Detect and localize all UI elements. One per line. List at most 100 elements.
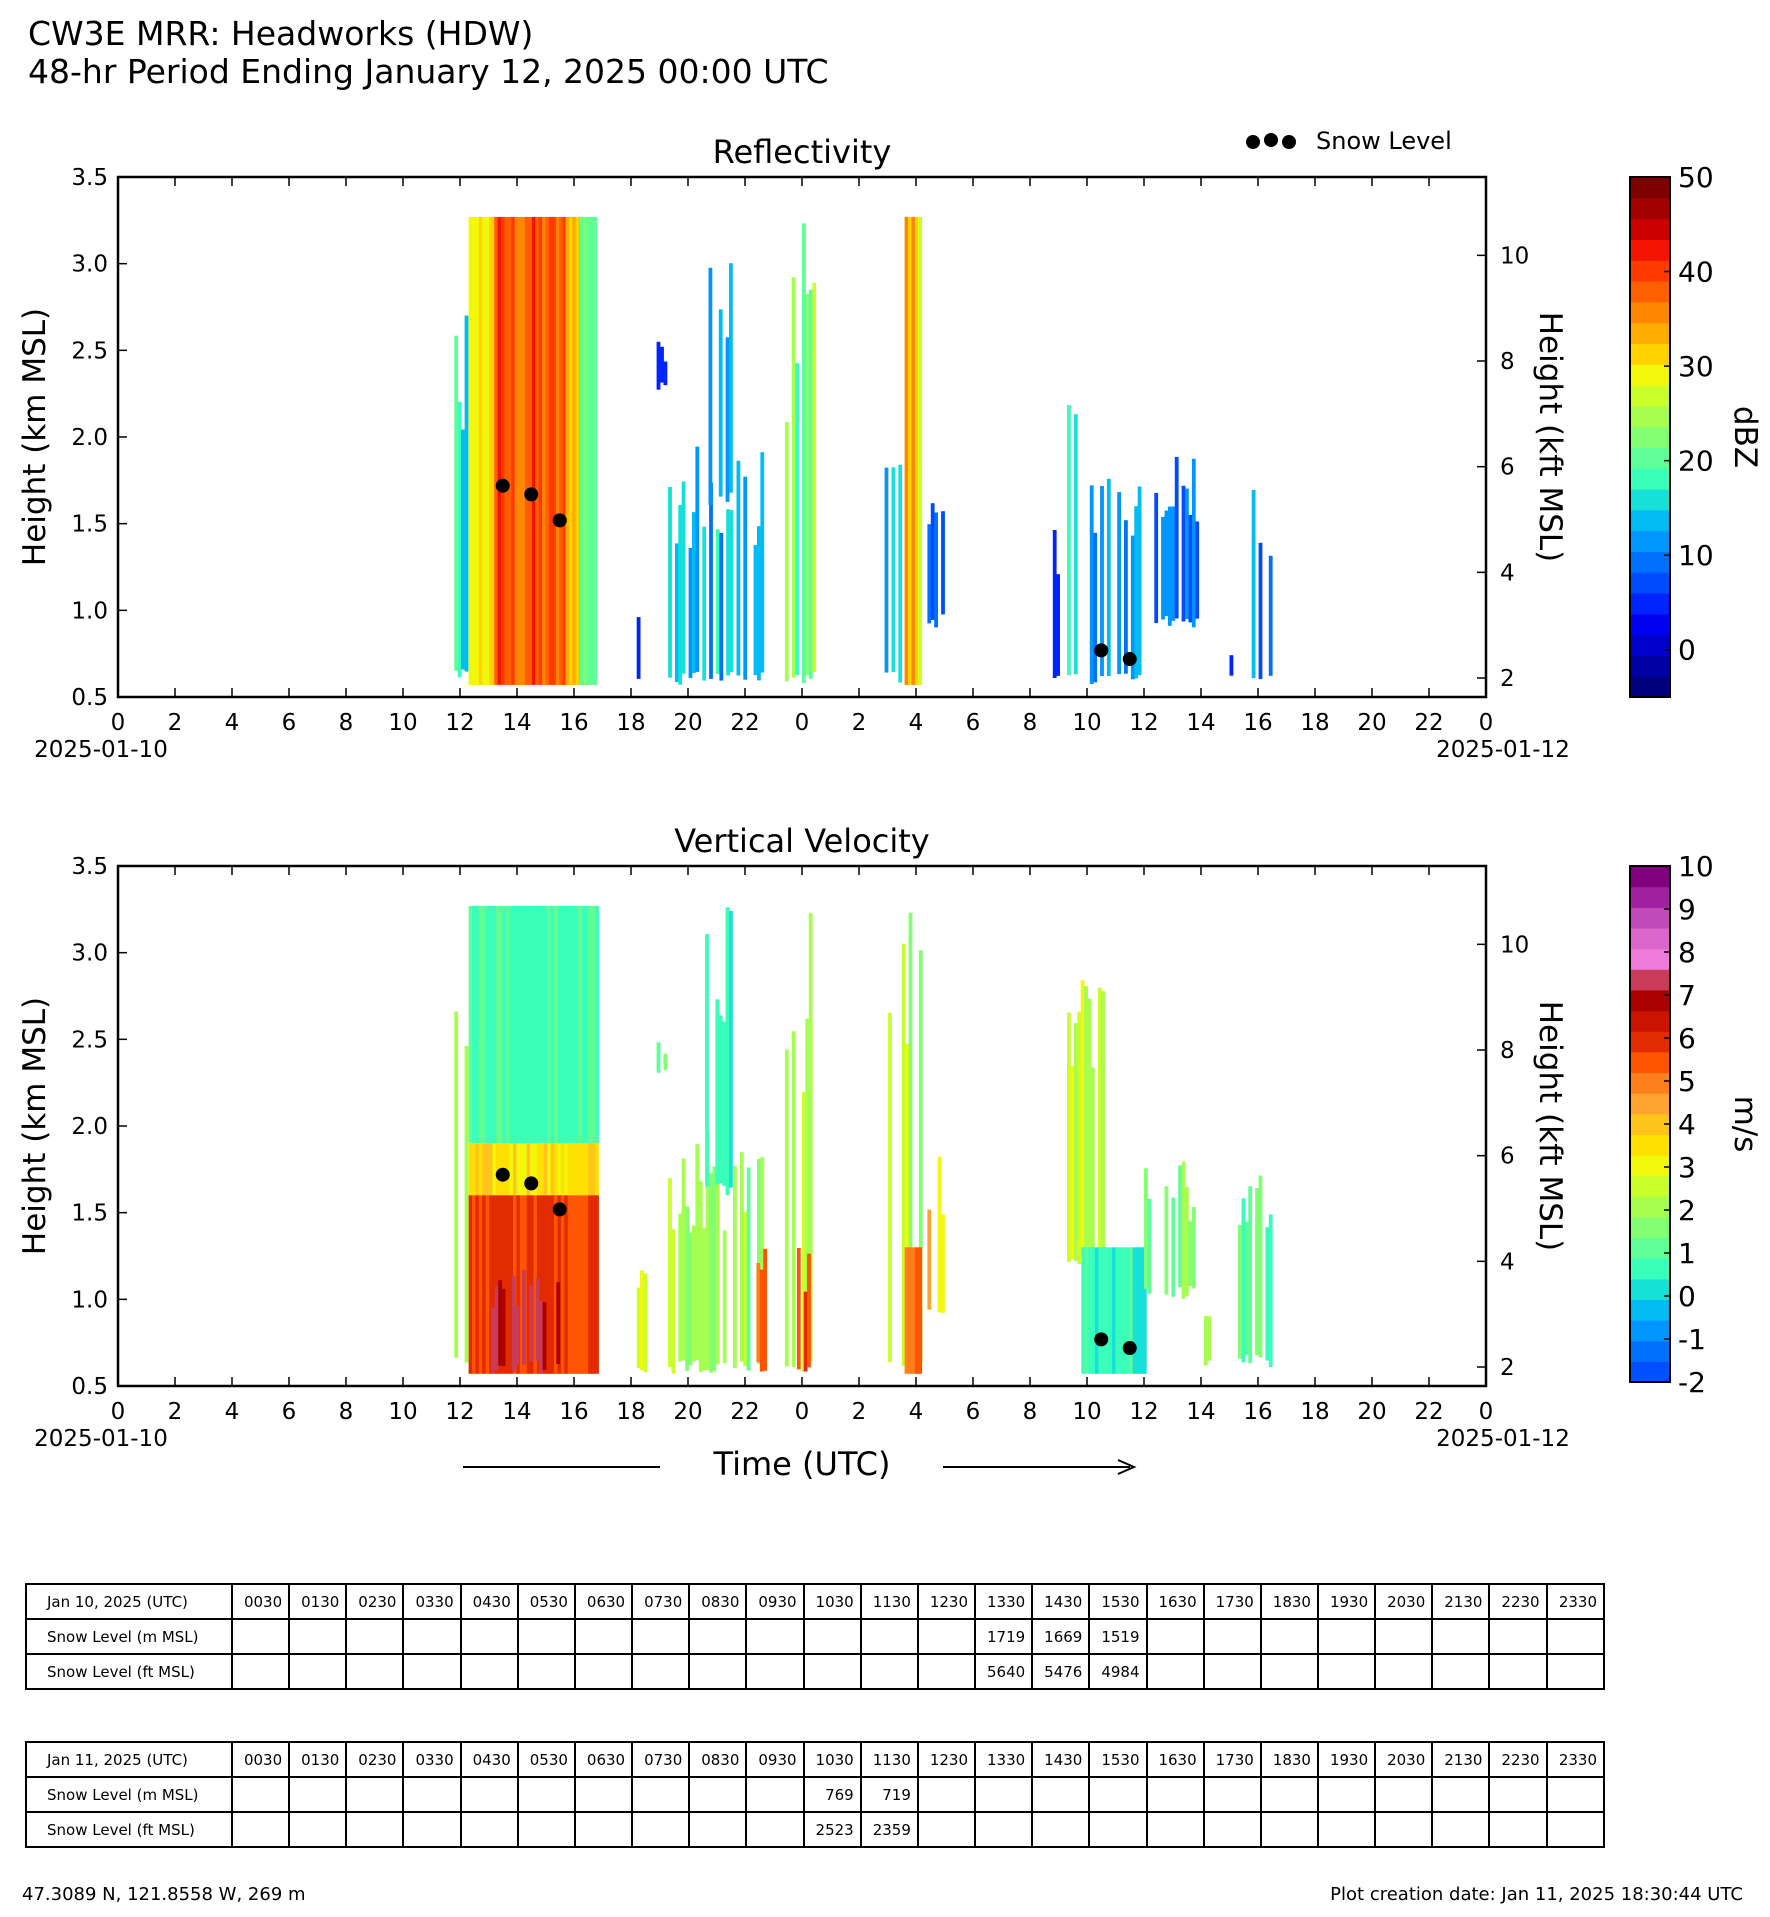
data-strip xyxy=(542,216,546,685)
data-strip xyxy=(1203,1316,1208,1366)
data-strip xyxy=(715,1132,720,1365)
heatmap-1 xyxy=(454,905,1273,1374)
data-strip xyxy=(1164,510,1169,617)
data-strip xyxy=(494,1286,499,1370)
data-strip xyxy=(1100,485,1104,676)
table-cell xyxy=(516,1811,576,1848)
data-strip xyxy=(901,943,906,1366)
data-strip xyxy=(640,1270,644,1371)
colorbar-segment xyxy=(1630,1340,1670,1362)
table-cell xyxy=(1545,1776,1606,1813)
data-strip xyxy=(705,1133,710,1371)
data-strip xyxy=(805,1018,810,1366)
data-strip xyxy=(722,1021,726,1186)
table-cell xyxy=(345,1653,405,1690)
colorbar-segment xyxy=(1630,969,1670,991)
x-tick-label-0-0: 0 xyxy=(111,710,126,736)
table-cell: 0530 xyxy=(516,1741,576,1778)
data-strip xyxy=(571,1143,575,1196)
data-strip xyxy=(1129,1247,1133,1374)
table-cell: 1719 xyxy=(974,1618,1034,1655)
data-strip xyxy=(536,1143,541,1196)
x-tick-label-0-13: 2 xyxy=(852,710,867,736)
data-strip xyxy=(698,1181,703,1372)
x-tick-label-1-13: 2 xyxy=(852,1399,867,1425)
data-strip xyxy=(1108,1247,1113,1374)
table-cell xyxy=(1259,1776,1319,1813)
table-cell xyxy=(516,1618,576,1655)
data-strip xyxy=(1142,1247,1147,1374)
colorbar-segment xyxy=(1630,1134,1670,1156)
y2-tick-label-1-0: 2 xyxy=(1500,1355,1515,1381)
data-strip xyxy=(515,1305,520,1365)
data-strip xyxy=(535,216,539,685)
data-strip xyxy=(1080,980,1085,1257)
colorbar-segment xyxy=(1630,343,1670,365)
data-strip xyxy=(514,216,519,685)
colorbar-tick-label-0-5: 50 xyxy=(1678,161,1714,194)
colorbar-tick-label-0-2: 20 xyxy=(1678,445,1714,478)
colorbar-tick-label-1-0: -2 xyxy=(1678,1366,1706,1399)
table-cell xyxy=(1431,1653,1491,1690)
table-cell: 0730 xyxy=(631,1741,691,1778)
colorbar-frame-0 xyxy=(1629,176,1671,698)
data-strip xyxy=(461,429,465,670)
data-strip xyxy=(567,1195,572,1374)
data-strip xyxy=(808,913,813,1362)
data-strip xyxy=(712,1166,717,1371)
colorbar-tick-label-1-7: 5 xyxy=(1678,1065,1696,1098)
data-strip xyxy=(1191,458,1196,628)
colorbar-segment xyxy=(1630,1278,1670,1301)
snow-level-point-1-4 xyxy=(1122,1341,1137,1356)
data-strip xyxy=(567,1143,572,1196)
data-strip xyxy=(495,1143,500,1196)
data-strip xyxy=(1122,1247,1127,1374)
colorbar-segment xyxy=(1630,551,1670,573)
x-tick-label-0-16: 8 xyxy=(1023,710,1038,736)
data-strip xyxy=(805,293,810,676)
data-strip xyxy=(454,335,459,671)
table-cell: 1669 xyxy=(1031,1618,1091,1655)
data-strip xyxy=(1144,1168,1148,1289)
data-strip xyxy=(668,1178,672,1368)
table-cell xyxy=(631,1653,691,1690)
data-strip xyxy=(485,1195,490,1374)
x-tick-label-1-12: 0 xyxy=(795,1399,810,1425)
snow-level-point-1-3 xyxy=(1094,1332,1109,1347)
data-strip xyxy=(807,1253,811,1368)
data-strip xyxy=(941,511,945,615)
table-cell: 0130 xyxy=(288,1741,348,1778)
colorbar-segment xyxy=(1630,1175,1670,1197)
x-tick-label-0-3: 6 xyxy=(282,710,297,736)
table-cell xyxy=(345,1776,405,1813)
data-strip xyxy=(1087,998,1092,1256)
x-tick-label-0-22: 20 xyxy=(1357,710,1386,736)
colorbar-segment xyxy=(1630,1258,1670,1280)
table-cell: 4984 xyxy=(1088,1653,1148,1690)
row-label: Jan 11, 2025 (UTC) xyxy=(25,1741,233,1778)
snow-level-point-0-3 xyxy=(1094,643,1109,658)
data-strip xyxy=(753,545,758,676)
data-strip xyxy=(564,1143,569,1196)
colorbar-segment xyxy=(1630,385,1670,407)
table-cell: 1519 xyxy=(1088,1618,1148,1655)
x-axis-label: Time (UTC) xyxy=(713,1445,891,1483)
data-strip xyxy=(1178,1165,1182,1288)
data-strip xyxy=(519,1195,524,1374)
data-strip xyxy=(1098,1247,1103,1374)
data-strip xyxy=(556,1282,561,1365)
data-strip xyxy=(513,905,517,1144)
table-cell: 0430 xyxy=(459,1741,519,1778)
data-strip xyxy=(555,216,560,685)
table-cell xyxy=(859,1618,919,1655)
table-cell xyxy=(1031,1776,1091,1813)
table-cell xyxy=(1545,1653,1606,1690)
table-cell xyxy=(345,1811,405,1848)
y2-axis-label-0: Height (kft MSL) xyxy=(1532,312,1568,563)
data-strip xyxy=(557,905,562,1144)
data-strip xyxy=(898,464,903,683)
data-strip xyxy=(557,1143,562,1196)
x-tick-label-1-20: 16 xyxy=(1243,1399,1272,1425)
data-strip xyxy=(516,905,521,1144)
data-strip xyxy=(533,1143,538,1196)
